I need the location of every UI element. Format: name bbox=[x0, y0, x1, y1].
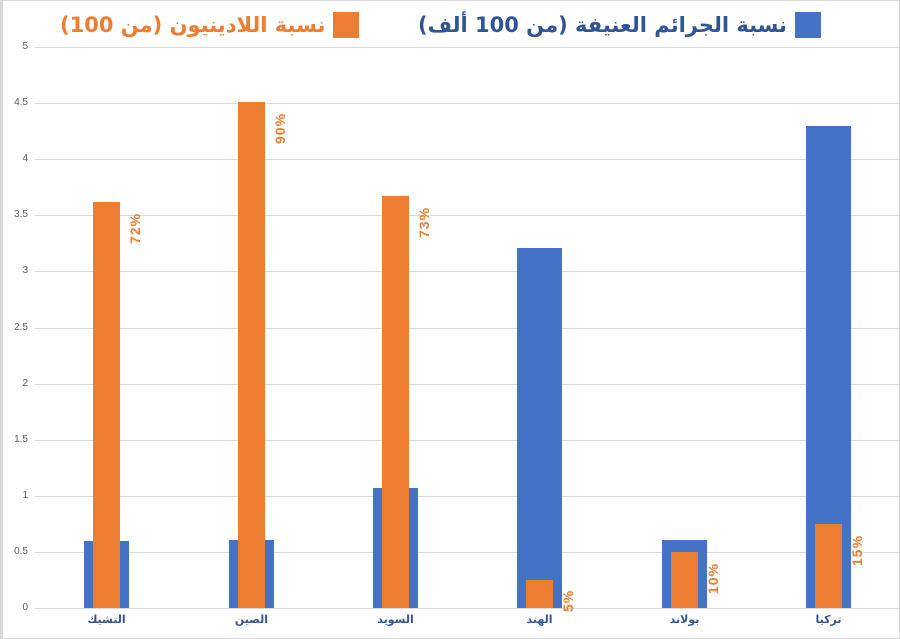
y-axis-tick-label: 2.5 bbox=[14, 322, 28, 333]
gridline bbox=[34, 496, 900, 497]
data-label-irreligious: 5% bbox=[560, 589, 576, 612]
gridline bbox=[34, 271, 900, 272]
bar-irreligious[interactable] bbox=[93, 201, 120, 608]
chart-legend: نسبة الجرائم العنيفة (من 100 ألف) نسبة ا… bbox=[0, 8, 900, 44]
bar-irreligious[interactable] bbox=[382, 196, 409, 608]
data-label-irreligious: 10% bbox=[705, 562, 721, 594]
bar-irreligious[interactable] bbox=[815, 523, 842, 608]
x-axis-category-label: بولاند bbox=[669, 613, 700, 626]
data-label-irreligious: 73% bbox=[416, 207, 432, 239]
data-label-irreligious: 15% bbox=[849, 534, 865, 566]
x-axis-category-label: تركيا bbox=[815, 613, 842, 626]
legend-label-irreligious: نسبة اللادينيون (من 100) bbox=[60, 13, 326, 37]
gridline bbox=[34, 215, 900, 216]
x-axis-category-label: الصين bbox=[234, 613, 269, 626]
gridline bbox=[34, 552, 900, 553]
y-axis-tick-label: 2 bbox=[22, 378, 28, 389]
y-axis-tick-label: 5 bbox=[22, 41, 28, 52]
data-label-irreligious: 72% bbox=[127, 212, 143, 244]
y-axis-tick-label: 1 bbox=[22, 490, 28, 501]
y-axis-tick-label: 0.5 bbox=[14, 546, 28, 557]
bar-violent-crime[interactable] bbox=[517, 247, 562, 608]
legend-label-violent-crime: نسبة الجرائم العنيفة (من 100 ألف) bbox=[418, 13, 787, 37]
gridline bbox=[34, 608, 900, 609]
y-axis-tick-label: 3.5 bbox=[14, 209, 28, 220]
bar-irreligious[interactable] bbox=[238, 101, 265, 608]
legend-swatch-orange bbox=[333, 12, 360, 38]
gridline bbox=[34, 103, 900, 104]
y-axis-tick-label: 3 bbox=[22, 265, 28, 276]
y-axis-tick-label: 1.5 bbox=[14, 434, 28, 445]
gridline bbox=[34, 440, 900, 441]
legend-item-violent-crime: نسبة الجرائم العنيفة (من 100 ألف) bbox=[418, 12, 821, 38]
gridline bbox=[34, 47, 900, 48]
x-axis-category-label: التشيك bbox=[87, 613, 126, 626]
gridline bbox=[34, 328, 900, 329]
gridline bbox=[34, 384, 900, 385]
bar-irreligious[interactable] bbox=[526, 579, 553, 608]
legend-item-irreligious: نسبة اللادينيون (من 100) bbox=[60, 12, 360, 38]
data-label-irreligious: 90% bbox=[272, 112, 288, 144]
y-axis-tick-label: 4 bbox=[22, 153, 28, 164]
x-axis-category-label: الهند bbox=[526, 613, 553, 626]
gridline bbox=[34, 159, 900, 160]
bar-irreligious[interactable] bbox=[671, 551, 698, 608]
y-axis-tick-label: 4.5 bbox=[14, 97, 28, 108]
y-axis-tick-label: 0 bbox=[22, 602, 28, 613]
x-axis-category-label: السويد bbox=[377, 613, 414, 626]
legend-swatch-blue bbox=[794, 12, 821, 38]
